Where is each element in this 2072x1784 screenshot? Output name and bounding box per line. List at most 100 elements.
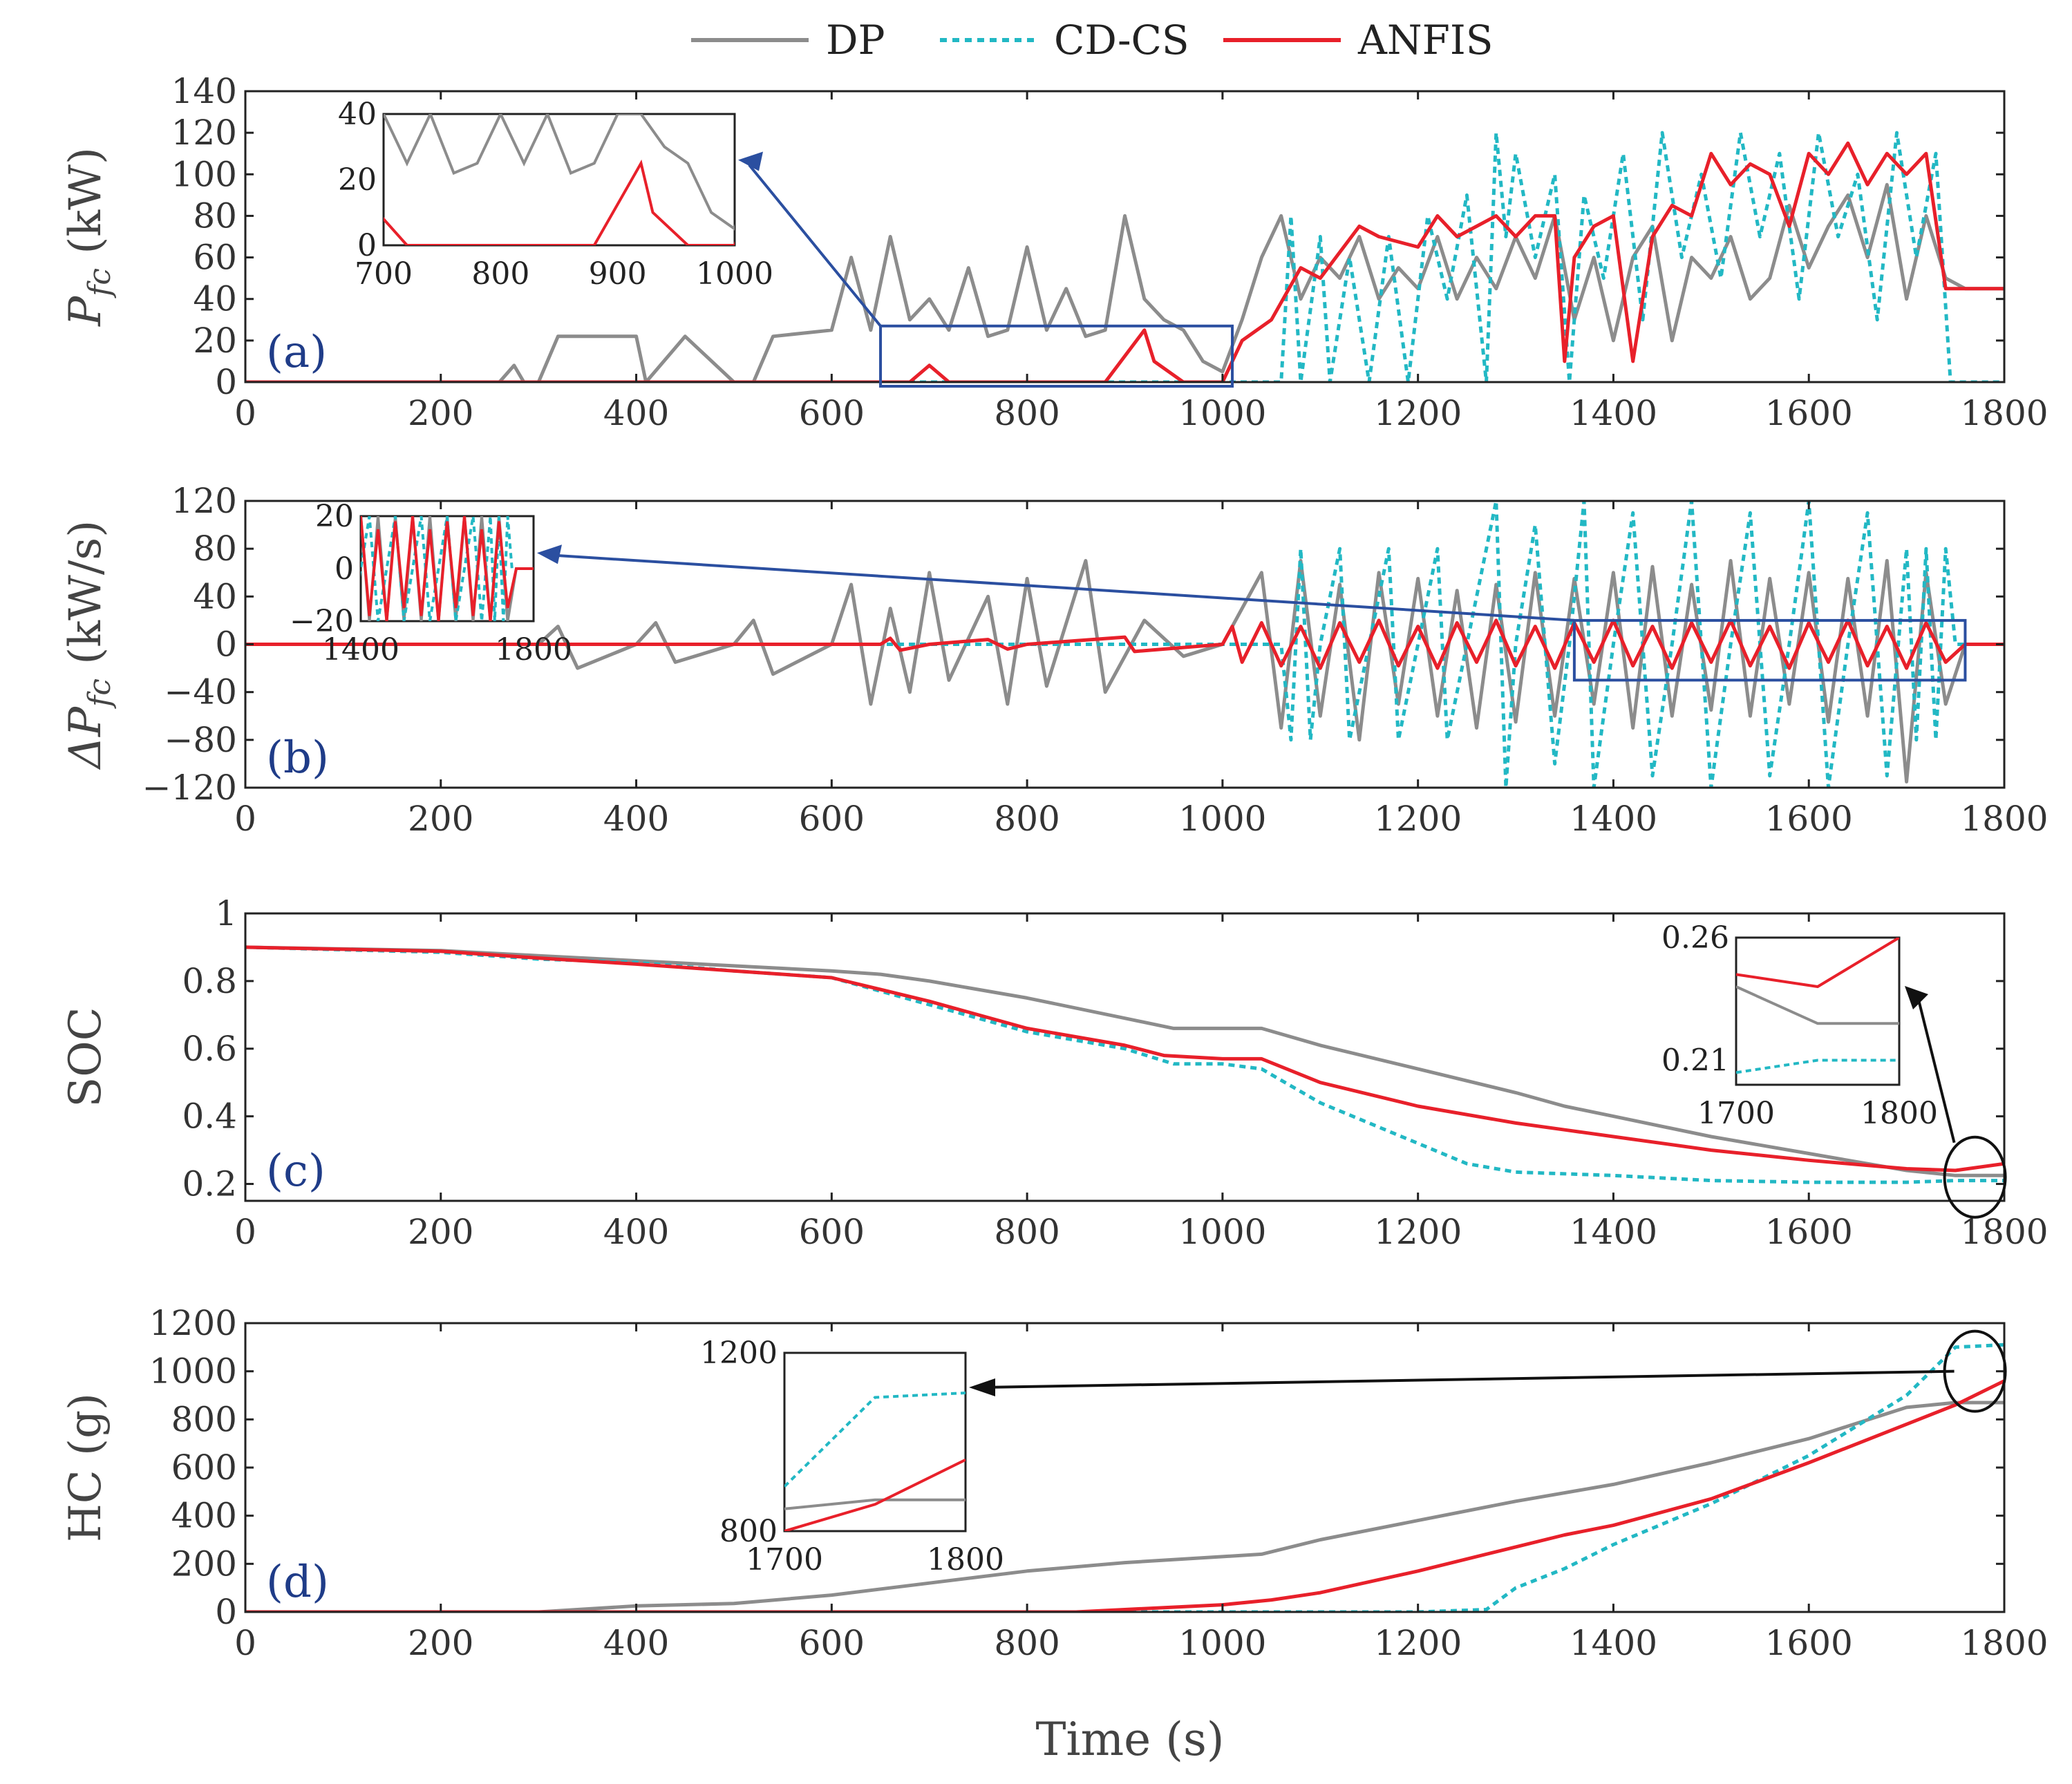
panel-label-a: (a) bbox=[266, 327, 327, 378]
zoom-arrow-head bbox=[969, 1378, 995, 1396]
inset-x-tick-label: 1800 bbox=[495, 632, 572, 667]
series-line-dp-c bbox=[245, 945, 2004, 1177]
inset-a: 700 800 900 1000 0 20 40 bbox=[338, 97, 773, 292]
y-tick-label: 80 bbox=[193, 196, 237, 236]
x-tick-label: 200 bbox=[408, 799, 473, 839]
inset-series bbox=[1736, 938, 1899, 1074]
y-tick-label: 0 bbox=[215, 1592, 237, 1632]
y-tick-label: 140 bbox=[171, 71, 237, 111]
x-tick-label: 1800 bbox=[1960, 393, 2048, 433]
inset-y-tick-label: 800 bbox=[719, 1514, 778, 1549]
x-tick-label: 800 bbox=[994, 1623, 1059, 1663]
inset-b: 1400 1800 −20 0 20 bbox=[290, 499, 572, 667]
series-group bbox=[245, 131, 2004, 382]
series-group bbox=[245, 1342, 2004, 1612]
inset-x-tick-label: 900 bbox=[589, 256, 647, 292]
legend-label-cdcs: CD-CS bbox=[1054, 17, 1189, 64]
series-line-cdcs-b bbox=[245, 501, 2004, 788]
x-tick-label: 0 bbox=[234, 799, 256, 839]
series-line-cdcs-d bbox=[245, 1342, 2004, 1612]
inset-c: 1700 1800 0.21 0.26 bbox=[1661, 920, 1938, 1131]
y-tick-label: 40 bbox=[193, 279, 237, 319]
inset-y-tick-label: 0.21 bbox=[1661, 1043, 1729, 1079]
inset-frame bbox=[783, 1351, 967, 1532]
inset-line-dp bbox=[384, 114, 735, 231]
inset-frame bbox=[1735, 936, 1901, 1086]
x-tick-label: 1200 bbox=[1374, 393, 1462, 433]
panel-b: 0 200 400 600 800 1000 1200 1400 1600 1800−120−80… bbox=[60, 481, 2049, 839]
x-tick-label: 600 bbox=[799, 799, 865, 839]
inset-x-tick-label: 1700 bbox=[1697, 1096, 1775, 1131]
y-tick-label: 0 bbox=[215, 362, 237, 402]
x-tick-label: 1600 bbox=[1765, 393, 1853, 433]
zoom-box bbox=[1572, 618, 1967, 682]
inset-y-tick-label: 0 bbox=[357, 228, 377, 263]
x-tick-label: 400 bbox=[603, 799, 669, 839]
inset-line-anfis bbox=[361, 516, 534, 621]
x-tick-label: 800 bbox=[994, 799, 1059, 839]
x-tick-label: 0 bbox=[234, 1623, 256, 1663]
zoom-box bbox=[879, 324, 1234, 388]
panel-label-b: (b) bbox=[266, 732, 329, 784]
panels: 0 200 400 600 800 1000 1200 1400 1600 18000204060… bbox=[60, 71, 2049, 1663]
x-tick-label: 1000 bbox=[1178, 1212, 1266, 1252]
y-tick-label: 80 bbox=[193, 529, 237, 569]
x-tick-label: 600 bbox=[799, 1623, 865, 1663]
y-tick-label: 0.4 bbox=[182, 1097, 237, 1137]
x-tick-label: 200 bbox=[408, 1623, 473, 1663]
legend-label-dp: DP bbox=[826, 17, 885, 64]
inset-frame bbox=[382, 113, 736, 247]
inset-line-cdcs bbox=[361, 516, 534, 621]
x-tick-label: 1000 bbox=[1178, 799, 1266, 839]
y-tick-label: 200 bbox=[171, 1544, 237, 1584]
inset-y-tick-label: 0.26 bbox=[1661, 920, 1729, 956]
x-tick-label: 1400 bbox=[1570, 799, 1657, 839]
legend: DP CD-CS ANFIS bbox=[691, 17, 1494, 64]
x-tick-label: 1800 bbox=[1960, 799, 2048, 839]
x-tick-label: 200 bbox=[408, 393, 473, 433]
y-axis-label-a: Pfc (kW) bbox=[60, 147, 117, 327]
series-line-dp-d bbox=[245, 1401, 2004, 1612]
zoom-arrow-head bbox=[738, 151, 763, 171]
panel-label-d: (d) bbox=[266, 1557, 329, 1608]
inset-line-cdcs bbox=[1736, 1059, 1899, 1074]
y-tick-label: 0 bbox=[215, 625, 237, 665]
zoom-arrow-line bbox=[982, 1369, 1955, 1389]
plot-frame bbox=[244, 912, 2006, 1202]
series-line-dp-b bbox=[245, 559, 2004, 784]
inset-y-tick-label: 0 bbox=[335, 551, 354, 587]
x-tick-label: 1200 bbox=[1374, 799, 1462, 839]
y-tick-label: 1200 bbox=[149, 1303, 237, 1343]
inset-line-cdcs bbox=[784, 1392, 966, 1488]
series-line-anfis-c bbox=[245, 945, 2004, 1173]
panel-label-c: (c) bbox=[266, 1146, 326, 1197]
y-tick-label: 400 bbox=[171, 1496, 237, 1536]
series-group bbox=[245, 501, 2004, 788]
x-tick-label: 1000 bbox=[1178, 1623, 1266, 1663]
x-tick-label: 600 bbox=[799, 1212, 865, 1252]
inset-line-anfis bbox=[384, 159, 735, 245]
series-line-cdcs-c bbox=[245, 945, 2004, 1184]
inset-y-tick-label: −20 bbox=[290, 604, 354, 639]
series-line-anfis-d bbox=[245, 1379, 2004, 1612]
x-tick-label: 400 bbox=[603, 1623, 669, 1663]
series-line-cdcs-a bbox=[245, 131, 2004, 382]
panel-a: 0 200 400 600 800 1000 1200 1400 1600 18000204060… bbox=[60, 71, 2049, 433]
inset-series bbox=[384, 114, 735, 245]
inset-x-tick-label: 1800 bbox=[1861, 1096, 1938, 1131]
series-line-anfis-a bbox=[245, 141, 2004, 382]
x-tick-label: 1800 bbox=[1960, 1623, 2048, 1663]
y-tick-label: 0.8 bbox=[182, 961, 237, 1001]
x-tick-label: 1000 bbox=[1178, 393, 1266, 433]
inset-line-anfis bbox=[1736, 938, 1899, 989]
series-line-dp-a bbox=[245, 182, 2004, 382]
y-tick-label: 1 bbox=[215, 893, 237, 933]
x-axis-label: Time (s) bbox=[1035, 1713, 1224, 1766]
y-tick-label: 40 bbox=[193, 576, 237, 616]
inset-y-tick-label: 40 bbox=[338, 97, 377, 132]
x-tick-label: 600 bbox=[799, 393, 865, 433]
legend-label-anfis: ANFIS bbox=[1357, 17, 1494, 64]
y-tick-label: 0.6 bbox=[182, 1029, 237, 1069]
inset-line-anfis bbox=[784, 1459, 966, 1531]
y-tick-label: −120 bbox=[142, 768, 237, 808]
